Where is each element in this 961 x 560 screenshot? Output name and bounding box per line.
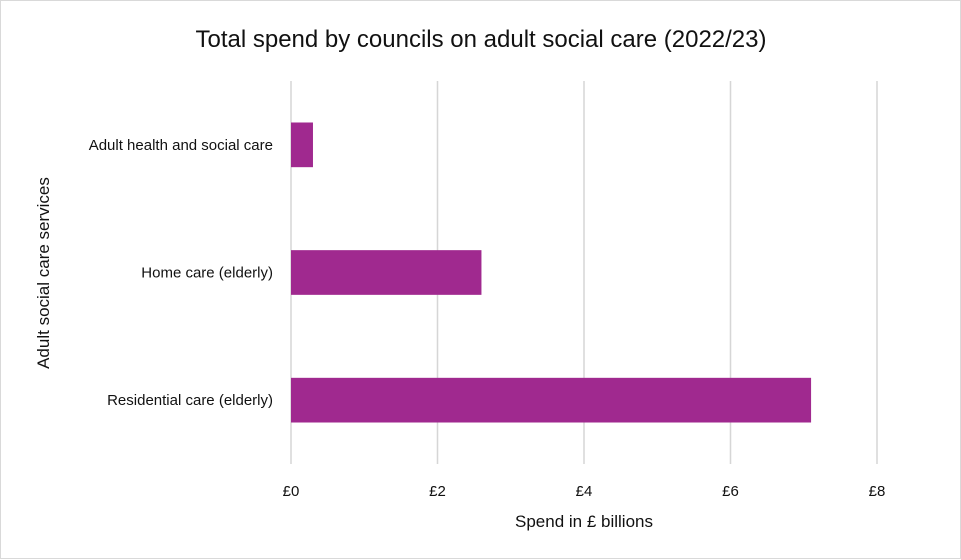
category-label: Adult health and social care [89, 137, 273, 154]
x-tick-labels: £0 £2 £4 £6 £8 [283, 483, 886, 500]
x-axis-title: Spend in £ billions [515, 512, 653, 531]
category-labels: Adult health and social care Home care (e… [89, 137, 273, 409]
chart-title: Total spend by councils on adult social … [195, 26, 766, 53]
x-tick-label: £0 [283, 483, 300, 500]
x-tick-label: £4 [576, 483, 593, 500]
category-label: Residential care (elderly) [107, 392, 273, 409]
bar [291, 250, 482, 295]
category-label: Home care (elderly) [141, 265, 273, 282]
bars [291, 122, 812, 423]
bar [291, 377, 812, 423]
bar [291, 122, 313, 168]
y-axis-title: Adult social care services [34, 177, 53, 369]
x-tick-label: £8 [869, 483, 886, 500]
x-tick-label: £2 [429, 483, 446, 500]
x-tick-label: £6 [722, 483, 739, 500]
